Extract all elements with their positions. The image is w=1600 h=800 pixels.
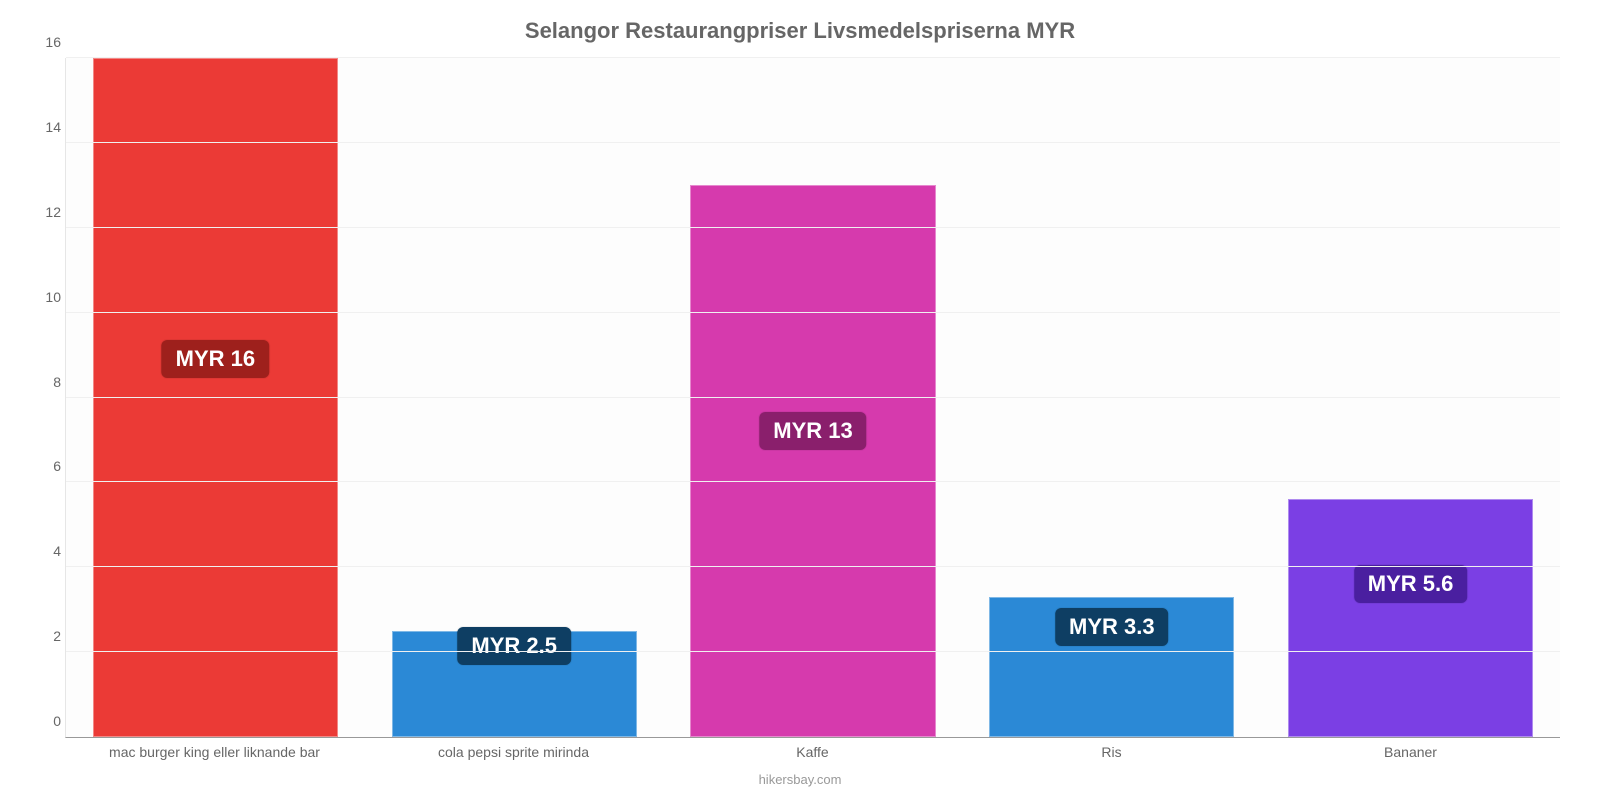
gridline — [66, 57, 1560, 58]
y-tick-label: 0 — [36, 713, 61, 729]
value-badge: MYR 3.3 — [1055, 608, 1169, 646]
y-tick-label: 8 — [36, 374, 61, 390]
gridline — [66, 227, 1560, 228]
x-tick-label: Kaffe — [796, 744, 828, 760]
gridline — [66, 142, 1560, 143]
value-badge: MYR 13 — [759, 412, 866, 450]
y-tick-label: 12 — [36, 204, 61, 220]
gridline — [66, 566, 1560, 567]
attribution-text: hikersbay.com — [30, 772, 1570, 787]
x-tick-label: cola pepsi sprite mirinda — [438, 744, 589, 760]
gridline — [66, 312, 1560, 313]
bar — [1288, 499, 1533, 737]
price-bar-chart: Selangor Restaurangpriser Livsmedelspris… — [0, 0, 1600, 800]
gridline — [66, 481, 1560, 482]
gridline — [66, 651, 1560, 652]
y-tick-label: 16 — [36, 34, 61, 50]
bars-layer: MYR 16 MYR 2.5 MYR 13 MYR 3.3 MYR 5.6 — [66, 58, 1560, 737]
plot-area: MYR 16MYR 2.5MYR 13MYR 3.3MYR 5.6 024681… — [65, 58, 1560, 738]
x-tick-label: mac burger king eller liknande bar — [109, 744, 320, 760]
y-tick-label: 14 — [36, 119, 61, 135]
y-tick-label: 4 — [36, 543, 61, 559]
x-axis: mac burger king eller liknande bar cola p… — [65, 738, 1560, 768]
gridline — [66, 397, 1560, 398]
value-badge: MYR 16 — [162, 340, 269, 378]
value-badge: MYR 5.6 — [1354, 565, 1468, 603]
y-tick-label: 2 — [36, 628, 61, 644]
x-tick-label: Ris — [1101, 744, 1121, 760]
y-tick-label: 6 — [36, 458, 61, 474]
value-badge: MYR 2.5 — [457, 627, 571, 665]
bar — [690, 185, 935, 737]
bar — [93, 58, 338, 737]
y-tick-label: 10 — [36, 289, 61, 305]
chart-title: Selangor Restaurangpriser Livsmedelspris… — [30, 18, 1570, 44]
x-tick-label: Bananer — [1384, 744, 1437, 760]
